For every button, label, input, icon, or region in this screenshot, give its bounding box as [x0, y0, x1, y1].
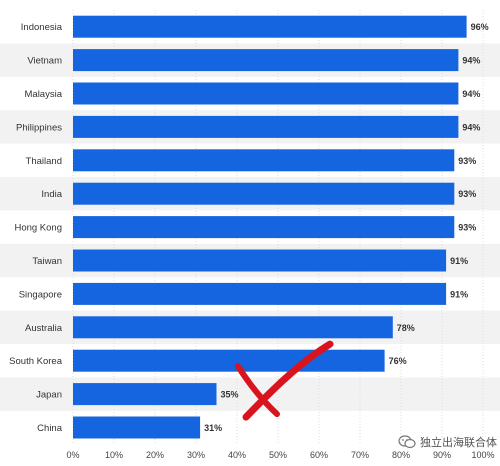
category-label: Australia [25, 323, 63, 334]
category-label: China [37, 423, 63, 434]
bar [73, 182, 455, 205]
value-label: 31% [204, 423, 222, 433]
bar [73, 82, 459, 105]
category-label: Hong Kong [14, 223, 62, 234]
value-label: 94% [462, 56, 480, 66]
wechat-icon [398, 435, 416, 449]
bar [73, 349, 385, 372]
x-tick-label: 10% [105, 450, 123, 460]
value-label: 93% [458, 223, 476, 233]
category-label: Malaysia [25, 89, 63, 100]
value-label: 91% [450, 289, 468, 299]
x-tick-label: 80% [392, 450, 410, 460]
value-label: 78% [397, 323, 415, 333]
watermark-text: 独立出海联合体 [420, 437, 497, 449]
category-label: Singapore [19, 289, 62, 300]
x-tick-label: 70% [351, 450, 369, 460]
bar [73, 383, 217, 406]
bar [73, 282, 447, 305]
x-tick-label: 60% [310, 450, 328, 460]
bar [73, 216, 455, 239]
category-label: South Korea [9, 356, 63, 367]
value-label: 93% [458, 156, 476, 166]
bars [73, 15, 467, 439]
bar [73, 316, 393, 339]
category-label: India [41, 189, 62, 200]
x-tick-label: 40% [228, 450, 246, 460]
x-axis-ticks: 0% 10% 20% 30% 40% 50% 60% 70% 80% 90% 100% [66, 450, 494, 460]
cross-stroke-short [235, 363, 280, 418]
value-label: 94% [462, 89, 480, 99]
watermark: 独立出海联合体 [398, 434, 497, 450]
category-label: Taiwan [32, 256, 62, 267]
x-tick-label: 30% [187, 450, 205, 460]
gridlines [72, 10, 484, 445]
value-labels: 96% 94% 94% 94% 93% 93% 93% 91% 91% 78% 76% 35% 31% [204, 22, 489, 433]
value-label: 96% [471, 22, 489, 32]
bar [73, 115, 459, 138]
cross-stroke-long [242, 340, 334, 421]
x-tick-label: 50% [269, 450, 287, 460]
bar [73, 49, 459, 72]
value-label: 76% [389, 356, 407, 366]
category-label: Philippines [16, 122, 62, 133]
bar [73, 249, 447, 272]
red-cross-annotation [235, 340, 334, 421]
category-label: Indonesia [21, 22, 63, 33]
value-label: 94% [462, 122, 480, 132]
value-label: 35% [221, 390, 239, 400]
bar [73, 149, 455, 172]
x-tick-label: 100% [471, 450, 494, 460]
value-label: 91% [450, 256, 468, 266]
x-tick-label: 90% [433, 450, 451, 460]
bar [73, 416, 201, 439]
bar [73, 15, 467, 38]
category-label: Thailand [26, 156, 62, 167]
category-labels: Indonesia Vietnam Malaysia Philippines Thail… [9, 22, 63, 434]
category-label: Vietnam [27, 56, 62, 67]
value-label: 93% [458, 189, 476, 199]
x-tick-label: 0% [66, 450, 79, 460]
x-tick-label: 20% [146, 450, 164, 460]
category-label: Japan [36, 390, 62, 401]
